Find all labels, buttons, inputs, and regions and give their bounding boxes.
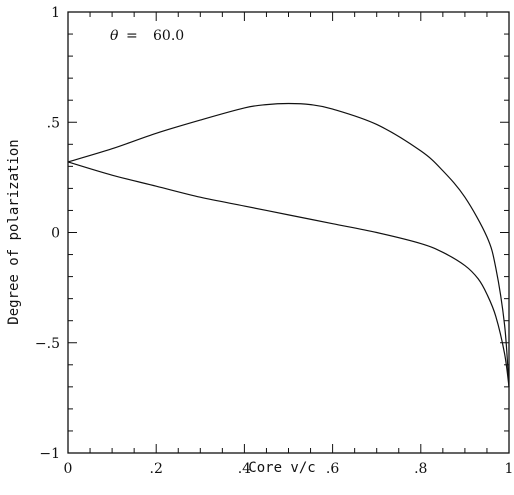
x-axis-label: Core v/c [248,460,315,476]
annotation-theta-value: 60.0 [153,28,184,44]
series-curve-1 [67,102,510,387]
x-tick-label: .2 [150,461,163,477]
y-tick-label: 1 [51,5,60,21]
x-tick-label: .8 [414,461,427,477]
axis-tick-labels: 0 .2 .4 .6 .8 1 −1 −.5 0 .5 1 [35,5,514,477]
axis-ticks [67,11,510,454]
y-tick-label: .5 [47,115,60,131]
plot-frame [67,11,510,454]
x-tick-label: 0 [64,461,73,477]
annotation-theta-symbol: θ [110,28,119,44]
y-axis-label: Degree of polarization [6,139,22,324]
x-tick-label: 1 [505,461,514,477]
y-tick-label: −1 [39,446,60,462]
annotation-theta-equals: = [126,28,138,44]
x-tick-label: .4 [238,461,251,477]
series-curve-2 [67,161,510,387]
y-tick-label: 0 [51,226,60,242]
y-tick-label: −.5 [35,336,60,352]
data-series [67,102,510,387]
x-tick-label: .6 [326,461,339,477]
